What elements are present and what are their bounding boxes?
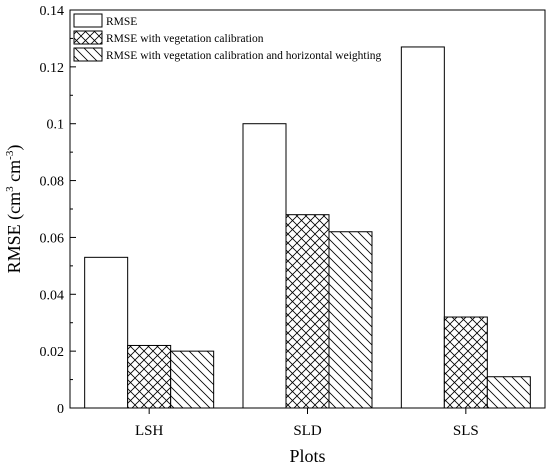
bar-sld-series-2 xyxy=(285,214,330,409)
legend-swatch-series-2 xyxy=(73,30,103,45)
legend-swatch-series-1 xyxy=(73,13,103,28)
y-tick-label: 0.1 xyxy=(47,118,65,133)
x-tick-label: LSH xyxy=(135,423,164,439)
y-tick-label: 0.02 xyxy=(40,345,65,360)
y-tick-label: 0.14 xyxy=(40,4,65,19)
bar-sls-series-3 xyxy=(486,376,531,409)
bar-sls-series-1 xyxy=(400,46,445,409)
legend: RMSE RMSE with vegetation calibration RMSE… xyxy=(73,13,382,62)
bar-lsh-series-2 xyxy=(127,344,172,409)
y-tick-label: 0.06 xyxy=(40,231,65,246)
legend-label-series-2: RMSE with vegetation calibration xyxy=(106,33,264,45)
y-tick-label: 0.12 xyxy=(40,61,65,76)
x-tick-label: SLD xyxy=(293,423,322,439)
bar-sld-series-1 xyxy=(242,123,287,409)
y-tick-label: 0.08 xyxy=(40,175,65,190)
bar-lsh-series-3 xyxy=(170,350,215,409)
x-axis-title: Plots xyxy=(289,446,325,466)
bars-layer xyxy=(84,46,531,409)
bar-lsh-series-1 xyxy=(84,256,129,409)
x-tick-label: SLS xyxy=(453,423,479,439)
bar-sls-series-2 xyxy=(443,316,488,409)
legend-label-series-3: RMSE with vegetation calibration and hor… xyxy=(106,50,382,62)
legend-label-series-1: RMSE xyxy=(106,16,137,28)
bar-sld-series-3 xyxy=(328,231,373,409)
y-tick-label: 0.04 xyxy=(40,288,65,303)
x-axis: LSH SLD SLS xyxy=(135,408,479,439)
y-axis: 0 0.02 0.04 0.06 0.08 0.1 0.12 0.14 xyxy=(40,4,76,417)
y-tick-label: 0 xyxy=(57,402,64,417)
legend-swatch-series-3 xyxy=(73,47,103,62)
y-axis-title: RMSE (cm3 cm-3) xyxy=(4,145,25,274)
